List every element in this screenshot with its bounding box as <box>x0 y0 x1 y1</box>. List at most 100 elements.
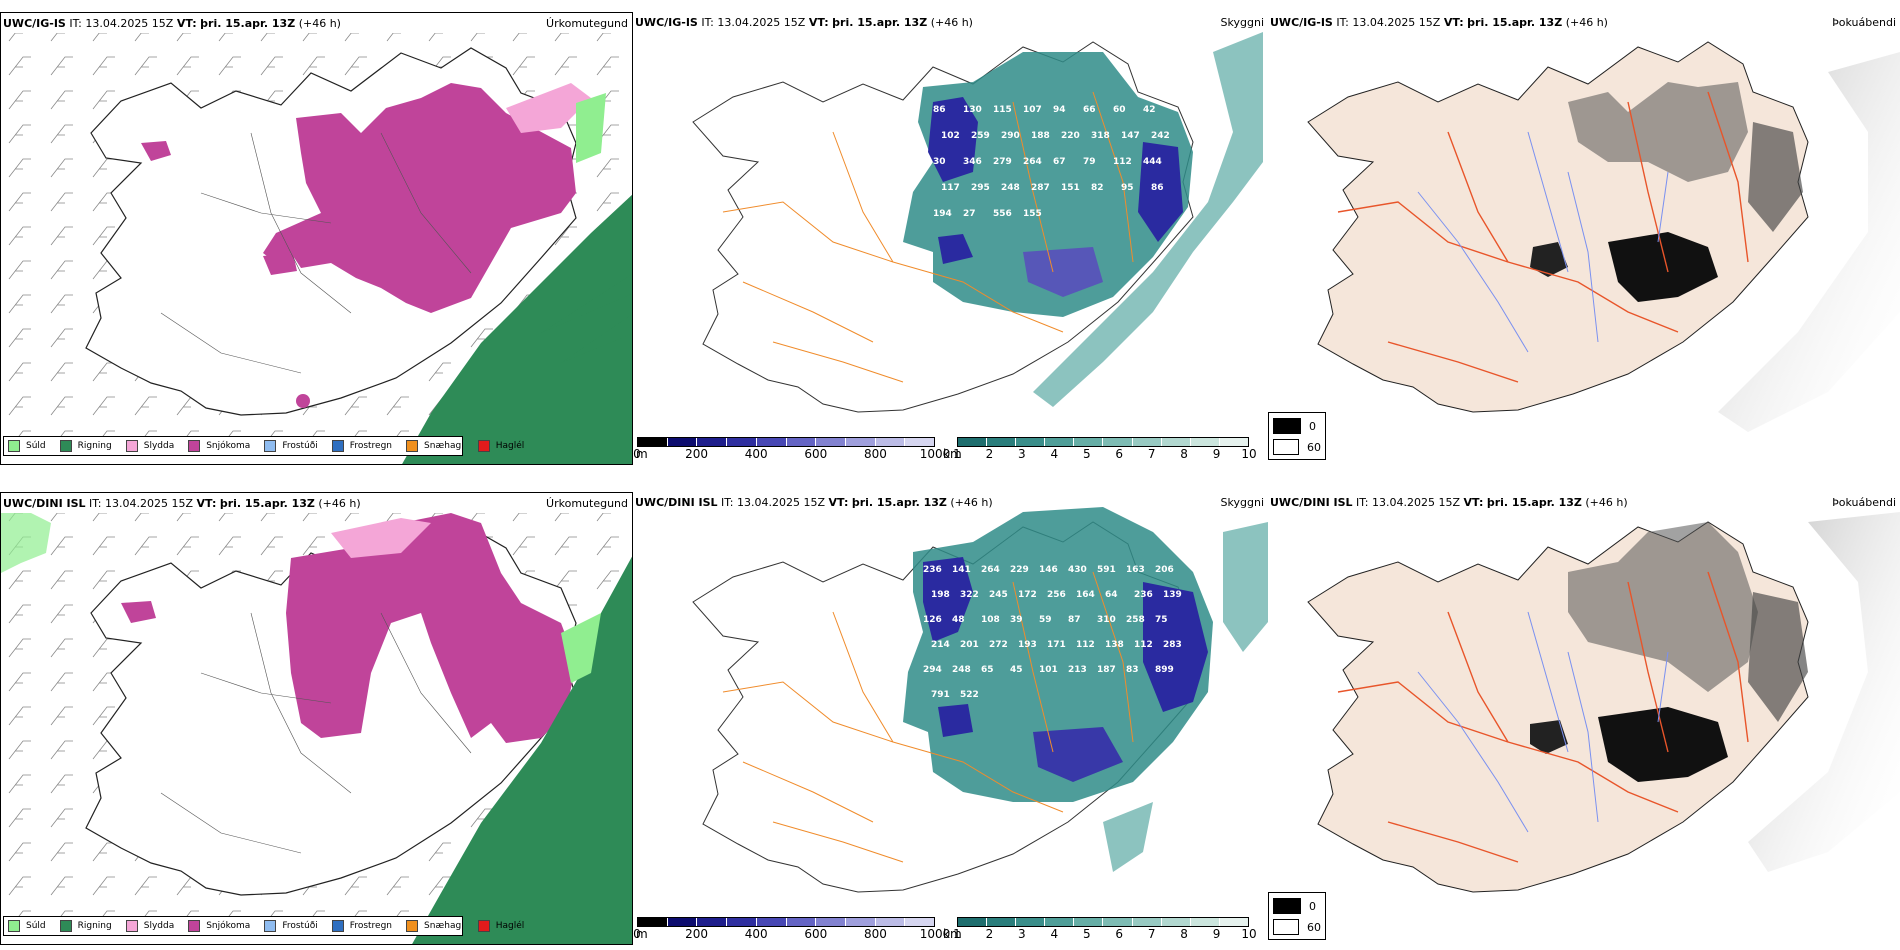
colorbar-segment <box>1074 438 1104 446</box>
legend-item-snow: Snjókoma <box>188 920 250 932</box>
legend-item-snow: Snjókoma <box>188 440 250 452</box>
elevation-label: 147 <box>1121 131 1140 141</box>
elevation-label: 112 <box>1134 640 1153 650</box>
colorbar-segment <box>727 918 757 926</box>
swatch <box>59 440 72 452</box>
legend-item-drizzle: Súld <box>8 920 46 932</box>
colorbar-segment <box>697 438 728 446</box>
colorbar-segment <box>667 438 698 446</box>
snow-patch-nw <box>141 141 171 161</box>
tick-label: 200 <box>685 927 709 941</box>
tick-label: 600 <box>804 927 828 941</box>
panel-title: UWC/DINI ISL IT: 13.04.2025 15Z VT: þri.… <box>3 497 361 510</box>
colorbar-segment <box>875 438 906 446</box>
panel-label: Þokuábendi <box>1832 16 1896 29</box>
elevation-label: 279 <box>993 157 1012 167</box>
legend-label: Haglél <box>495 441 525 451</box>
tick-label: 9 <box>1212 447 1221 461</box>
visibility-colorbar <box>957 917 1249 927</box>
colorbar-segment <box>756 918 787 926</box>
colorbar-segment <box>638 918 668 926</box>
panel-title: UWC/IG-IS IT: 13.04.2025 15Z VT: þri. 15… <box>1270 16 1608 29</box>
colorbar-segment <box>697 918 728 926</box>
swatch <box>331 920 344 932</box>
legend-item-sleet: Slydda <box>125 440 174 452</box>
visibility-offshore <box>1033 32 1263 407</box>
fog-west <box>1530 720 1568 754</box>
swatch <box>8 920 20 932</box>
colorbar-segment <box>816 438 846 446</box>
elevation-label: 295 <box>971 183 990 193</box>
rivers <box>1417 611 1669 833</box>
colorbar-segment <box>756 438 787 446</box>
snow-area <box>286 513 576 743</box>
tick-label: 4 <box>1050 447 1059 461</box>
swatch <box>264 920 277 932</box>
legend-item-snow-pellets: Snæhagl <box>406 440 464 452</box>
colorbar-segment <box>1219 438 1248 446</box>
elevation-label: 264 <box>981 565 1000 575</box>
colorbar-segment <box>1161 438 1191 446</box>
colorbar-segment <box>786 918 817 926</box>
elevation-label: 248 <box>952 665 971 675</box>
tick-label: 10 <box>1241 927 1257 941</box>
panel-title: UWC/IG-IS IT: 13.04.2025 15Z VT: þri. 15… <box>635 16 973 29</box>
elevation-label: 117 <box>941 183 960 193</box>
legend-label: Haglél <box>495 921 525 931</box>
elevation-label: 236 <box>923 565 942 575</box>
tick-label: 400 <box>744 447 768 461</box>
fog-east-fjords <box>1748 592 1808 722</box>
colorbar-segment <box>905 438 935 446</box>
elevation-label: 94 <box>1053 105 1066 115</box>
elevation-label: 66 <box>1083 105 1096 115</box>
elevation-label: 236 <box>1134 590 1153 600</box>
tick-label: 1000 <box>919 447 951 461</box>
elevation-label: 556 <box>993 209 1012 219</box>
colorbar-segment <box>905 918 935 926</box>
precip-map <box>1 33 632 464</box>
legend-label: Frostregn <box>349 921 393 931</box>
swatch <box>125 440 138 452</box>
fog-core <box>1598 707 1728 782</box>
elevation-label: 164 <box>1076 590 1095 600</box>
tick-label: 8 <box>1180 447 1188 461</box>
legend-label: Frostúði <box>282 921 318 931</box>
elevation-label: 126 <box>923 615 942 625</box>
ceiling-low-south <box>1033 727 1123 782</box>
snow-patch-nw <box>121 601 156 623</box>
elevation-label: 139 <box>1163 590 1182 600</box>
elevation-labels: 86 130 115 107 94 66 60 42 102 259 290 188 220 318 147… <box>933 105 1170 219</box>
tick-label: 8 <box>1180 927 1188 941</box>
ceiling-unit: m <box>636 927 648 941</box>
swatch <box>1273 898 1301 914</box>
legend-item-snow-pellets: Snæhagl <box>406 920 464 932</box>
snow-patch-w <box>263 253 297 275</box>
panel-label: Úrkomutegund <box>546 17 628 30</box>
tick-label: 6 <box>1115 927 1124 941</box>
sleet-area <box>331 518 431 558</box>
elevation-label: 591 <box>1097 565 1116 575</box>
elevation-label: 115 <box>993 105 1012 115</box>
elevation-label: 310 <box>1097 615 1116 625</box>
colorbar-segment <box>1219 918 1248 926</box>
legend-label: Snjókoma <box>206 441 251 451</box>
colorbar-segment <box>875 918 906 926</box>
ceiling-colorbar <box>637 437 935 447</box>
ceiling-scale: 0 200 400 600 800 1000 m <box>633 917 950 941</box>
swatch <box>59 920 72 932</box>
swatch <box>125 920 138 932</box>
colorbar-segment <box>987 918 1017 926</box>
elevation-label: 272 <box>989 640 1008 650</box>
elevation-label: 141 <box>952 565 971 575</box>
swatch <box>477 440 490 452</box>
rivers <box>1417 131 1669 353</box>
colorbar-segment <box>1103 918 1133 926</box>
elevation-label: 287 <box>1031 183 1050 193</box>
legend-item-freezing-rain: Frostregn <box>331 920 393 932</box>
snow-patch-s <box>296 394 310 408</box>
fog-map <box>1307 512 1900 893</box>
tick-label: 800 <box>863 447 887 461</box>
elevation-label: 64 <box>1105 590 1118 600</box>
tick-label: 3 <box>1018 927 1026 941</box>
legend-item-freezing-drizzle: Frostúði <box>264 440 318 452</box>
